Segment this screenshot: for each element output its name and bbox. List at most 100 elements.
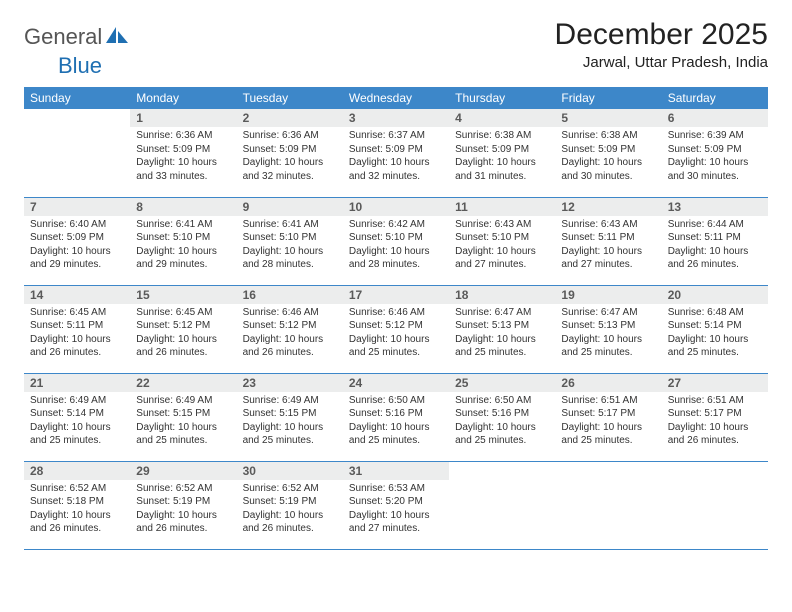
day-details: Sunrise: 6:43 AMSunset: 5:10 PMDaylight:… (449, 216, 555, 276)
day-details: Sunrise: 6:48 AMSunset: 5:14 PMDaylight:… (662, 304, 768, 364)
day-daylight: Daylight: 10 hours and 33 minutes. (136, 156, 230, 183)
day-details: Sunrise: 6:47 AMSunset: 5:13 PMDaylight:… (555, 304, 661, 364)
day-number: 26 (555, 374, 661, 392)
day-sunrise: Sunrise: 6:51 AM (561, 394, 655, 408)
brand-blue-wrap: Blue (24, 53, 144, 79)
day-sunrise: Sunrise: 6:45 AM (136, 306, 230, 320)
day-sunrise: Sunrise: 6:50 AM (349, 394, 443, 408)
day-sunset: Sunset: 5:13 PM (561, 319, 655, 333)
day-details: Sunrise: 6:51 AMSunset: 5:17 PMDaylight:… (555, 392, 661, 452)
calendar-day-cell: 27Sunrise: 6:51 AMSunset: 5:17 PMDayligh… (662, 373, 768, 461)
day-number: 29 (130, 462, 236, 480)
calendar-day-cell: 21Sunrise: 6:49 AMSunset: 5:14 PMDayligh… (24, 373, 130, 461)
day-details: Sunrise: 6:50 AMSunset: 5:16 PMDaylight:… (449, 392, 555, 452)
day-number: 20 (662, 286, 768, 304)
calendar-day-cell: 4Sunrise: 6:38 AMSunset: 5:09 PMDaylight… (449, 109, 555, 197)
day-sunset: Sunset: 5:09 PM (455, 143, 549, 157)
day-daylight: Daylight: 10 hours and 26 minutes. (136, 509, 230, 536)
day-details: Sunrise: 6:36 AMSunset: 5:09 PMDaylight:… (237, 127, 343, 187)
day-sunset: Sunset: 5:18 PM (30, 495, 124, 509)
day-sunrise: Sunrise: 6:52 AM (30, 482, 124, 496)
calendar-day-cell: 19Sunrise: 6:47 AMSunset: 5:13 PMDayligh… (555, 285, 661, 373)
day-sunrise: Sunrise: 6:39 AM (668, 129, 762, 143)
day-sunrise: Sunrise: 6:45 AM (30, 306, 124, 320)
brand-sail-icon (106, 25, 128, 50)
day-sunset: Sunset: 5:16 PM (349, 407, 443, 421)
day-details: Sunrise: 6:50 AMSunset: 5:16 PMDaylight:… (343, 392, 449, 452)
day-daylight: Daylight: 10 hours and 26 minutes. (668, 245, 762, 272)
calendar-weekday-header: Sunday Monday Tuesday Wednesday Thursday… (24, 87, 768, 109)
day-number: 14 (24, 286, 130, 304)
day-sunset: Sunset: 5:09 PM (668, 143, 762, 157)
day-sunrise: Sunrise: 6:36 AM (136, 129, 230, 143)
day-sunset: Sunset: 5:09 PM (561, 143, 655, 157)
day-sunrise: Sunrise: 6:44 AM (668, 218, 762, 232)
day-details: Sunrise: 6:41 AMSunset: 5:10 PMDaylight:… (130, 216, 236, 276)
day-daylight: Daylight: 10 hours and 28 minutes. (243, 245, 337, 272)
calendar-day-cell: 20Sunrise: 6:48 AMSunset: 5:14 PMDayligh… (662, 285, 768, 373)
day-daylight: Daylight: 10 hours and 32 minutes. (243, 156, 337, 183)
day-daylight: Daylight: 10 hours and 26 minutes. (30, 333, 124, 360)
day-number: 19 (555, 286, 661, 304)
calendar-day-cell: 5Sunrise: 6:38 AMSunset: 5:09 PMDaylight… (555, 109, 661, 197)
day-number: 7 (24, 198, 130, 216)
weekday-heading: Thursday (449, 87, 555, 109)
day-details: Sunrise: 6:52 AMSunset: 5:18 PMDaylight:… (24, 480, 130, 540)
calendar-day-cell (555, 461, 661, 549)
day-number: 8 (130, 198, 236, 216)
calendar-day-cell: 14Sunrise: 6:45 AMSunset: 5:11 PMDayligh… (24, 285, 130, 373)
location-text: Jarwal, Uttar Pradesh, India (555, 54, 768, 71)
day-details: Sunrise: 6:37 AMSunset: 5:09 PMDaylight:… (343, 127, 449, 187)
day-details: Sunrise: 6:49 AMSunset: 5:15 PMDaylight:… (237, 392, 343, 452)
calendar-week-row: 28Sunrise: 6:52 AMSunset: 5:18 PMDayligh… (24, 461, 768, 549)
calendar-day-cell: 6 Sunrise: 6:39 AMSunset: 5:09 PMDaylight… (662, 109, 768, 197)
day-details: Sunrise: 6:45 AMSunset: 5:12 PMDaylight:… (130, 304, 236, 364)
calendar-day-cell (662, 461, 768, 549)
calendar-day-cell: 2Sunrise: 6:36 AMSunset: 5:09 PMDaylight… (237, 109, 343, 197)
day-number: 17 (343, 286, 449, 304)
day-sunset: Sunset: 5:17 PM (561, 407, 655, 421)
calendar-day-cell: 18Sunrise: 6:47 AMSunset: 5:13 PMDayligh… (449, 285, 555, 373)
calendar-day-cell: 8Sunrise: 6:41 AMSunset: 5:10 PMDaylight… (130, 197, 236, 285)
calendar-day-cell: 1Sunrise: 6:36 AMSunset: 5:09 PMDaylight… (130, 109, 236, 197)
day-sunset: Sunset: 5:12 PM (243, 319, 337, 333)
day-sunrise: Sunrise: 6:47 AM (561, 306, 655, 320)
calendar-day-cell: 17 Sunrise: 6:46 AMSunset: 5:12 PMDayligh… (343, 285, 449, 373)
day-sunrise: Sunrise: 6:47 AM (455, 306, 549, 320)
day-sunset: Sunset: 5:12 PM (349, 319, 443, 333)
calendar-day-cell: 7Sunrise: 6:40 AMSunset: 5:09 PMDaylight… (24, 197, 130, 285)
calendar-table: Sunday Monday Tuesday Wednesday Thursday… (24, 87, 768, 550)
day-sunrise: Sunrise: 6:46 AM (349, 306, 443, 320)
day-details: Sunrise: 6:51 AMSunset: 5:17 PMDaylight:… (662, 392, 768, 452)
day-daylight: Daylight: 10 hours and 30 minutes. (668, 156, 762, 183)
calendar-week-row: 1Sunrise: 6:36 AMSunset: 5:09 PMDaylight… (24, 109, 768, 197)
title-block: December 2025 Jarwal, Uttar Pradesh, Ind… (555, 18, 768, 71)
day-daylight: Daylight: 10 hours and 25 minutes. (349, 333, 443, 360)
calendar-body: 1Sunrise: 6:36 AMSunset: 5:09 PMDaylight… (24, 109, 768, 549)
day-daylight: Daylight: 10 hours and 27 minutes. (455, 245, 549, 272)
day-daylight: Daylight: 10 hours and 28 minutes. (349, 245, 443, 272)
day-sunset: Sunset: 5:10 PM (455, 231, 549, 245)
calendar-day-cell: 25Sunrise: 6:50 AMSunset: 5:16 PMDayligh… (449, 373, 555, 461)
day-sunset: Sunset: 5:09 PM (30, 231, 124, 245)
weekday-heading: Sunday (24, 87, 130, 109)
day-number: 25 (449, 374, 555, 392)
day-daylight: Daylight: 10 hours and 25 minutes. (668, 333, 762, 360)
day-daylight: Daylight: 10 hours and 25 minutes. (561, 421, 655, 448)
day-sunrise: Sunrise: 6:52 AM (136, 482, 230, 496)
day-number: 24 (343, 374, 449, 392)
brand-text-general: General (24, 24, 102, 50)
calendar-day-cell: 16Sunrise: 6:46 AMSunset: 5:12 PMDayligh… (237, 285, 343, 373)
day-daylight: Daylight: 10 hours and 26 minutes. (668, 421, 762, 448)
calendar-day-cell: 11Sunrise: 6:43 AMSunset: 5:10 PMDayligh… (449, 197, 555, 285)
calendar-day-cell: 26Sunrise: 6:51 AMSunset: 5:17 PMDayligh… (555, 373, 661, 461)
day-number: 6 (662, 109, 768, 127)
day-number: 16 (237, 286, 343, 304)
day-sunset: Sunset: 5:19 PM (243, 495, 337, 509)
calendar-day-cell: 30Sunrise: 6:52 AMSunset: 5:19 PMDayligh… (237, 461, 343, 549)
day-daylight: Daylight: 10 hours and 29 minutes. (30, 245, 124, 272)
day-number: 2 (237, 109, 343, 127)
day-daylight: Daylight: 10 hours and 26 minutes. (243, 333, 337, 360)
day-number: 21 (24, 374, 130, 392)
day-sunset: Sunset: 5:10 PM (136, 231, 230, 245)
